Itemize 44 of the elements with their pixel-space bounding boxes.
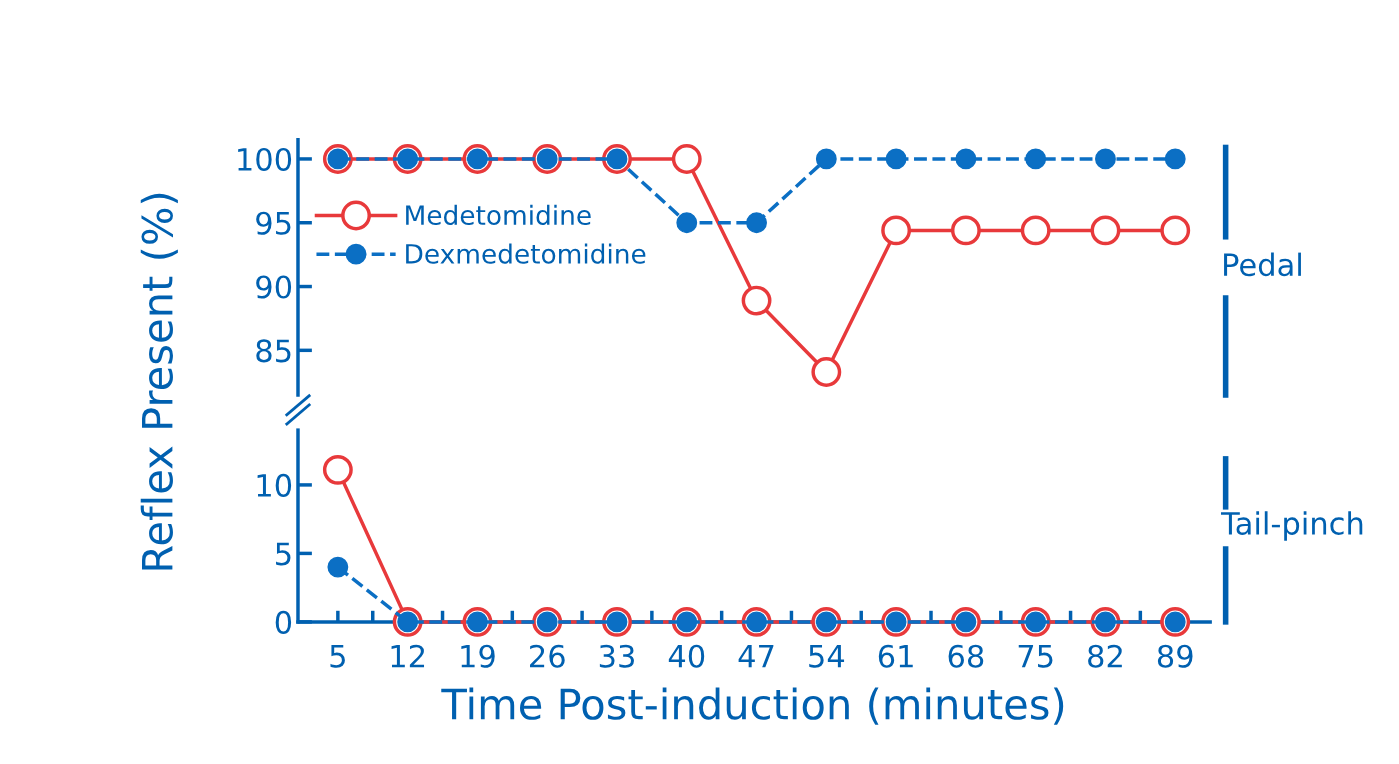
- point: [1020, 215, 1051, 246]
- x-tick-label: 19: [461, 644, 495, 668]
- legend-label: Dexmedetomidine: [406, 243, 646, 264]
- point: [676, 212, 698, 234]
- x-tick-label: 40: [668, 644, 705, 668]
- point: [950, 215, 981, 246]
- point: [327, 556, 349, 578]
- x-tick-label: 47: [738, 645, 774, 668]
- legend-label: Medetomidine: [406, 204, 591, 226]
- point: [671, 144, 702, 174]
- point: [881, 215, 912, 246]
- point: [955, 148, 977, 170]
- point: [815, 148, 837, 170]
- x-tick-label: 54: [809, 645, 845, 668]
- y-tick-label: 95: [256, 211, 291, 235]
- x-tick-label: 26: [530, 644, 565, 668]
- y-tick-label: 90: [256, 275, 292, 299]
- x-tick-label: 89: [1157, 644, 1193, 668]
- point: [1025, 148, 1047, 170]
- text: Tail-pinch: [1220, 511, 1363, 541]
- point: [1160, 215, 1191, 246]
- x-axis-title: Time Post-induction (minutes): [441, 687, 1064, 725]
- y-tick-label: 5: [276, 542, 291, 566]
- point: [811, 357, 842, 387]
- point: [1090, 215, 1121, 246]
- y-tick-label: 100: [238, 147, 292, 171]
- point: [741, 285, 772, 316]
- x-tick-label: 5: [330, 645, 345, 668]
- y-axis-title: Reflex Present (%): [140, 193, 178, 570]
- point: [746, 212, 767, 234]
- y-tick-label: 0: [275, 610, 292, 634]
- point: [885, 148, 907, 170]
- x-tick-label: 61: [878, 644, 913, 668]
- y-tick-label: 10: [257, 473, 292, 497]
- y-tick-label: 85: [256, 339, 291, 363]
- text: Pedal: [1224, 252, 1301, 277]
- x-tick-label: 68: [948, 644, 984, 668]
- x-tick-label: 33: [599, 644, 634, 668]
- point: [322, 454, 353, 485]
- x-tick-label: 75: [1018, 645, 1053, 668]
- x-tick-label: 82: [1088, 644, 1122, 668]
- point: [1164, 148, 1186, 170]
- point: [1095, 148, 1116, 170]
- x-tick-label: 12: [391, 644, 425, 668]
